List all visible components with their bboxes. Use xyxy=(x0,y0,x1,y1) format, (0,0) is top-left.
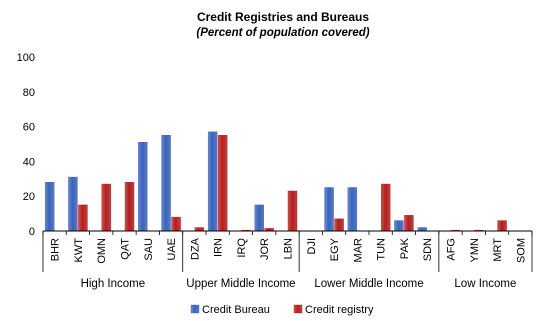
bar-credit-registry-tun xyxy=(380,183,391,232)
bar-credit-registry-pak xyxy=(404,215,414,232)
bar-credit-bureau-kwt xyxy=(68,176,78,232)
category-label-jor: JOR xyxy=(259,238,271,260)
category-label-sau: SAU xyxy=(143,238,155,261)
category-label-lbn: LBN xyxy=(283,238,295,259)
bar-credit-bureau-pak xyxy=(394,220,404,232)
y-tick-label: 40 xyxy=(23,156,35,168)
category-label-ymn: YMN xyxy=(469,238,481,263)
category-label-sdn: SDN xyxy=(422,238,434,261)
bar-credit-bureau-jor xyxy=(254,204,264,232)
y-tick-label: 20 xyxy=(23,191,35,203)
bar-credit-registry-omn xyxy=(101,183,111,232)
category-label-dza: DZA xyxy=(189,237,201,260)
bar-credit-bureau-sdn xyxy=(417,227,427,232)
bar-credit-bureau-bhr xyxy=(44,182,55,232)
category-label-qat: QAT xyxy=(120,238,132,260)
bar-credit-registry-dza xyxy=(194,227,205,232)
chart-title: Credit Registries and Bureaus xyxy=(197,10,369,24)
y-tick-label: 100 xyxy=(17,52,35,64)
group-label: Lower Middle Income xyxy=(314,278,423,290)
category-label-som: SOM xyxy=(515,238,527,263)
legend-label: Credit registry xyxy=(305,304,374,316)
chart-subtitle: (Percent of population covered) xyxy=(196,27,369,39)
category-label-afg: AFG xyxy=(446,238,458,261)
bar-credit-registry-irn xyxy=(217,135,228,232)
bar-credit-registry-qat xyxy=(124,182,135,232)
legend-swatch xyxy=(293,304,303,314)
bar-credit-bureau-egy xyxy=(324,187,334,232)
legend-swatch xyxy=(190,304,200,314)
y-tick-label: 0 xyxy=(29,226,35,238)
bar-credit-registry-lbn xyxy=(287,190,298,232)
category-label-mar: MAR xyxy=(352,238,364,263)
y-axis: 0 20 40 60 80 100 xyxy=(17,52,35,238)
legend: Credit Bureau Credit registry xyxy=(190,304,374,316)
bar-credit-bureau-mar xyxy=(347,187,358,232)
category-label-uae: UAE xyxy=(166,238,178,261)
category-label-egy: EGY xyxy=(329,237,341,261)
group-label: Low Income xyxy=(454,278,516,290)
bar-credit-registry-kwt xyxy=(78,204,88,232)
category-label-irq: IRQ xyxy=(236,238,248,258)
category-label-tun: TUN xyxy=(376,238,388,261)
bars xyxy=(44,131,507,232)
category-label-dji: DJI xyxy=(306,238,318,255)
bar-credit-registry-egy xyxy=(334,218,344,232)
category-label-pak: PAK xyxy=(399,237,411,259)
bar-credit-bureau-uae xyxy=(161,135,171,232)
legend-label: Credit Bureau xyxy=(202,304,270,316)
bar-credit-registry-mrt xyxy=(497,220,507,232)
bar-credit-bureau-irn xyxy=(207,131,218,232)
category-label-bhr: BHR xyxy=(50,238,62,261)
group-label: High Income xyxy=(81,278,146,290)
category-label-irn: IRN xyxy=(213,238,225,257)
y-tick-label: 80 xyxy=(23,87,35,99)
group-label: Upper Middle Income xyxy=(186,278,295,290)
category-label-kwt: KWT xyxy=(73,238,85,263)
category-label-mrt: MRT xyxy=(492,238,504,262)
x-axis: BHR KWT OMN QAT SAU UAE DZA IRN IRQ JOR LBN DJI EGY M… xyxy=(42,230,533,290)
bar-credit-registry-uae xyxy=(171,216,181,232)
bar-credit-bureau-sau xyxy=(138,142,148,232)
category-label-omn: OMN xyxy=(96,238,108,264)
y-tick-label: 60 xyxy=(23,122,35,134)
